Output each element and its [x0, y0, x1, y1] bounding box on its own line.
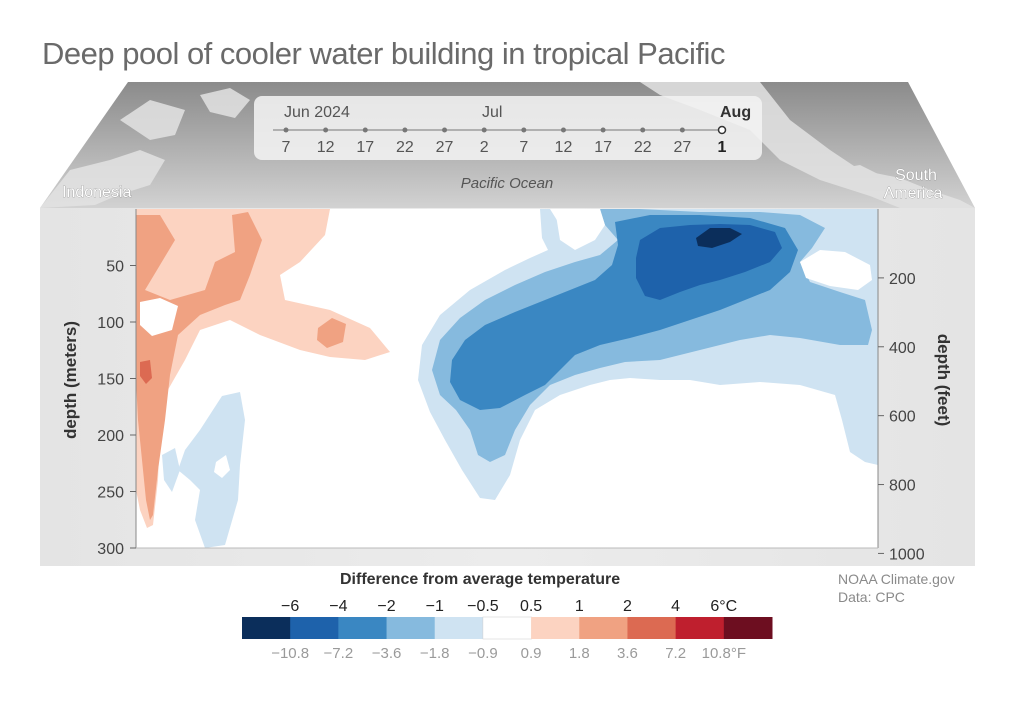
legend-title: Difference from average temperature [340, 571, 621, 588]
timeline-day-label: 17 [356, 139, 374, 156]
legend-celsius-label: −0.5 [467, 598, 499, 615]
timeline-tick[interactable] [679, 127, 685, 133]
y2-tick-label: 400 [889, 340, 916, 357]
timeline-day-label: 22 [634, 139, 652, 156]
legend-swatch-neutral [482, 616, 532, 640]
legend-swatch-neg_6 [242, 617, 291, 639]
legend-celsius-label: −6 [281, 598, 299, 615]
credit-source: NOAA Climate.gov [838, 571, 955, 587]
timeline-panel: Jun 2024 Jul Aug 7 12 17 22 27 2 7 12 17 22 27 1 [254, 96, 762, 160]
legend-swatch-neg_2 [338, 617, 388, 639]
timeline-day-label: 12 [555, 139, 573, 156]
timeline-tick[interactable] [717, 125, 727, 135]
timeline-tick[interactable] [640, 127, 646, 133]
legend-swatch-pos_05 [531, 617, 580, 639]
white-hole-north [555, 209, 605, 250]
timeline-day-label: 22 [396, 139, 414, 156]
legend-swatch-pos_2 [627, 617, 677, 639]
warm-region-1b [317, 318, 346, 348]
legend-celsius-label: 4 [671, 598, 680, 615]
timeline-tick[interactable] [283, 127, 289, 133]
legend-swatch-neg_1 [386, 617, 436, 639]
y-axis-right: 200 400 600 800 1000 [878, 271, 925, 563]
legend-swatch-neg_4 [290, 617, 339, 639]
timeline-day-label: 27 [436, 139, 454, 156]
warm-region-05 [136, 209, 390, 528]
timeline-tick[interactable] [521, 127, 527, 133]
legend-fahrenheit-label: 3.6 [617, 645, 638, 662]
timeline-tick[interactable] [600, 127, 606, 133]
timeline-day-label: 27 [673, 139, 691, 156]
timeline-day-label: 12 [317, 139, 335, 156]
white-hole-east [800, 250, 872, 290]
credit-data: Data: CPC [838, 589, 905, 605]
timeline-tick[interactable] [442, 127, 448, 133]
y-axis-label-feet: depth (feet) [934, 334, 953, 427]
month-label-aug: Aug [720, 104, 751, 121]
timeline-day-label: 7 [282, 139, 291, 156]
label-south-america-line-1: South [895, 167, 937, 184]
legend-swatch-pos_4 [675, 617, 725, 639]
legend-fahrenheit-label: −3.6 [372, 645, 402, 662]
legend-celsius-label: −4 [329, 598, 347, 615]
timeline-tick[interactable] [560, 127, 566, 133]
cool-region-05-west [178, 392, 245, 548]
timeline-tick[interactable] [362, 127, 368, 133]
y-tick-label: 200 [97, 428, 124, 445]
timeline-day-label: 17 [594, 139, 612, 156]
legend-fahrenheit-label: −1.8 [420, 645, 450, 662]
legend-swatch-pos_1 [579, 617, 628, 639]
heatmap-area [136, 209, 878, 548]
legend-celsius-label: 2 [623, 598, 632, 615]
legend-fahrenheit-label: −7.2 [324, 645, 354, 662]
timeline-day-label: 2 [480, 139, 489, 156]
color-legend: −6 −4 −2 −1 −0.5 0.5 1 2 4 6°C −10.8 −7.2 −3.6 −1.8 −0… [242, 598, 773, 662]
timeline-tick[interactable] [481, 127, 487, 133]
cool-core-6 [696, 228, 742, 248]
y-tick-label: 50 [106, 259, 124, 276]
y2-tick-label: 200 [889, 271, 916, 288]
y2-tick-label: 1000 [889, 546, 925, 563]
timeline-day-label: 1 [718, 139, 727, 156]
legend-fahrenheit-label: 10.8°F [702, 645, 746, 662]
label-pacific-ocean: Pacific Ocean [461, 175, 554, 192]
cool-region-05-west-b [162, 448, 180, 492]
warm-region-1 [136, 212, 262, 520]
timeline-day-label: 7 [519, 139, 528, 156]
legend-fahrenheit-label: 7.2 [665, 645, 686, 662]
label-south-america: South America [884, 167, 943, 202]
warm-region-2 [140, 360, 152, 384]
y2-tick-label: 600 [889, 409, 916, 426]
legend-swatch-neg_05 [434, 617, 484, 639]
y-axis-label-meters: depth (meters) [61, 321, 80, 439]
legend-celsius-label: 1 [575, 598, 584, 615]
y-tick-label: 250 [97, 485, 124, 502]
legend-celsius-label: −2 [377, 598, 395, 615]
y2-tick-label: 800 [889, 478, 916, 495]
white-hole-west [140, 298, 178, 336]
legend-fahrenheit-label: −0.9 [468, 645, 498, 662]
legend-celsius-label: −1 [426, 598, 444, 615]
cool-region-4 [636, 224, 782, 300]
label-south-america-line-2: America [884, 185, 943, 202]
y-axis-left: 50 100 150 200 250 300 [97, 259, 136, 558]
legend-swatch-pos_6 [723, 617, 773, 639]
timeline-tick[interactable] [402, 127, 408, 133]
y-tick-label: 150 [97, 372, 124, 389]
legend-fahrenheit-label: 1.8 [569, 645, 590, 662]
y-tick-label: 100 [97, 315, 124, 332]
label-indonesia: Indonesia [62, 184, 131, 201]
timeline-tick[interactable] [323, 127, 329, 133]
month-label-jun: Jun 2024 [284, 104, 350, 121]
legend-fahrenheit-label: −10.8 [271, 645, 309, 662]
legend-celsius-label: 6°C [710, 598, 737, 615]
chart-title: Deep pool of cooler water building in tr… [42, 36, 725, 71]
month-label-jul: Jul [482, 104, 502, 121]
legend-celsius-label: 0.5 [520, 598, 542, 615]
legend-fahrenheit-label: 0.9 [521, 645, 542, 662]
y-tick-label: 300 [97, 541, 124, 558]
white-hole-cool-west [214, 455, 230, 478]
credit-block: NOAA Climate.gov Data: CPC [838, 570, 955, 606]
